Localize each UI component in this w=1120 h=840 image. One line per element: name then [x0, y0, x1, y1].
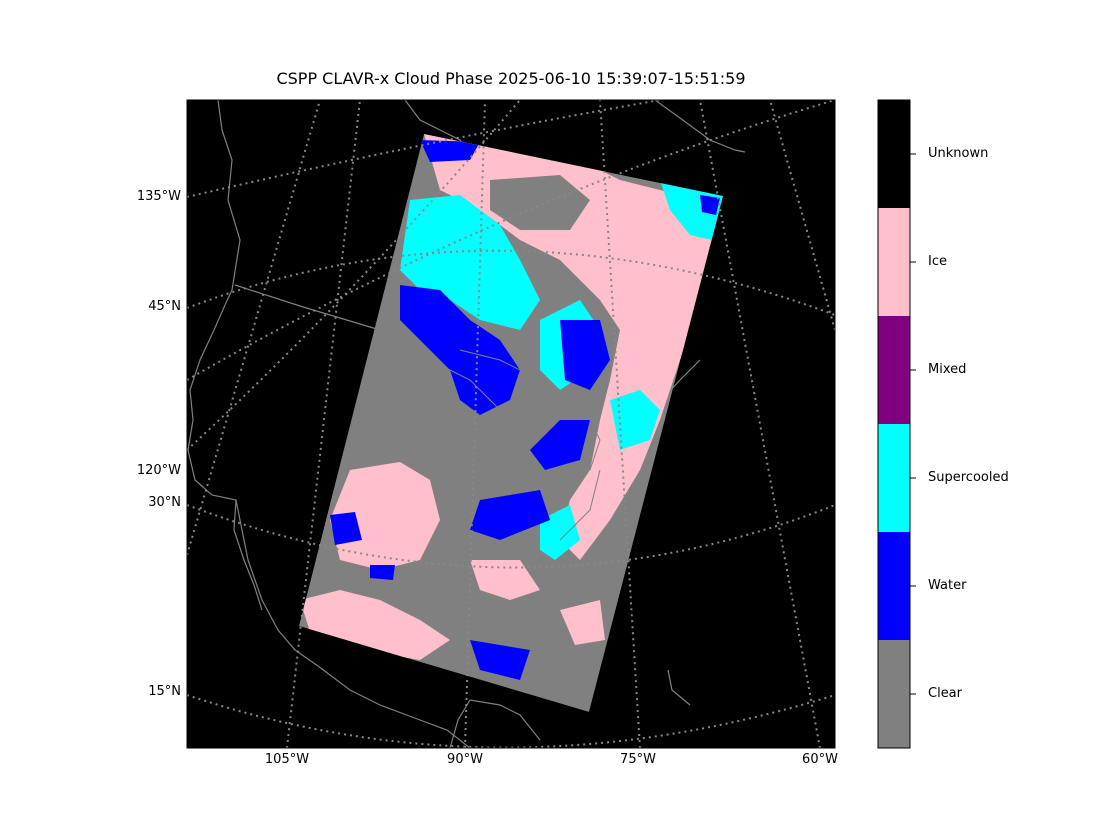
map-frame	[186, 99, 836, 749]
lon-label-60w: 60°W	[802, 752, 838, 767]
lon-label-105w: 105°W	[264, 752, 310, 767]
lat-label-30n: 30°N	[148, 495, 181, 510]
lat-label-45n: 45°N	[148, 299, 181, 314]
lat-label-15n: 15°N	[148, 684, 181, 699]
lat-label-135w: 135°W	[136, 189, 181, 204]
figure-title: CSPP CLAVR-x Cloud Phase 2025-06-10 15:3…	[276, 69, 746, 88]
colorbar-frame	[877, 99, 911, 749]
lat-label-120w: 120°W	[136, 463, 181, 478]
colorbar-segment-water	[878, 532, 910, 640]
colorbar-segment-ice	[878, 208, 910, 316]
colorbar-label-clear: Clear	[928, 686, 962, 701]
colorbar-label-mixed: Mixed	[928, 362, 967, 377]
colorbar-label-unknown: Unknown	[928, 146, 989, 161]
colorbar-label-supercooled: Supercooled	[928, 470, 1009, 485]
colorbar-segment-mixed	[878, 316, 910, 424]
colorbar-segment-supercooled	[878, 424, 910, 532]
lon-label-90w: 90°W	[447, 752, 483, 767]
colorbar-label-water: Water	[928, 578, 967, 593]
colorbar-segment-clear	[878, 640, 910, 748]
colorbar-segment-unknown	[878, 100, 910, 208]
colorbar	[878, 100, 916, 748]
colorbar-label-ice: Ice	[928, 254, 947, 269]
coastlines-overlay	[429, 349, 601, 541]
lon-label-75w: 75°W	[620, 752, 656, 767]
